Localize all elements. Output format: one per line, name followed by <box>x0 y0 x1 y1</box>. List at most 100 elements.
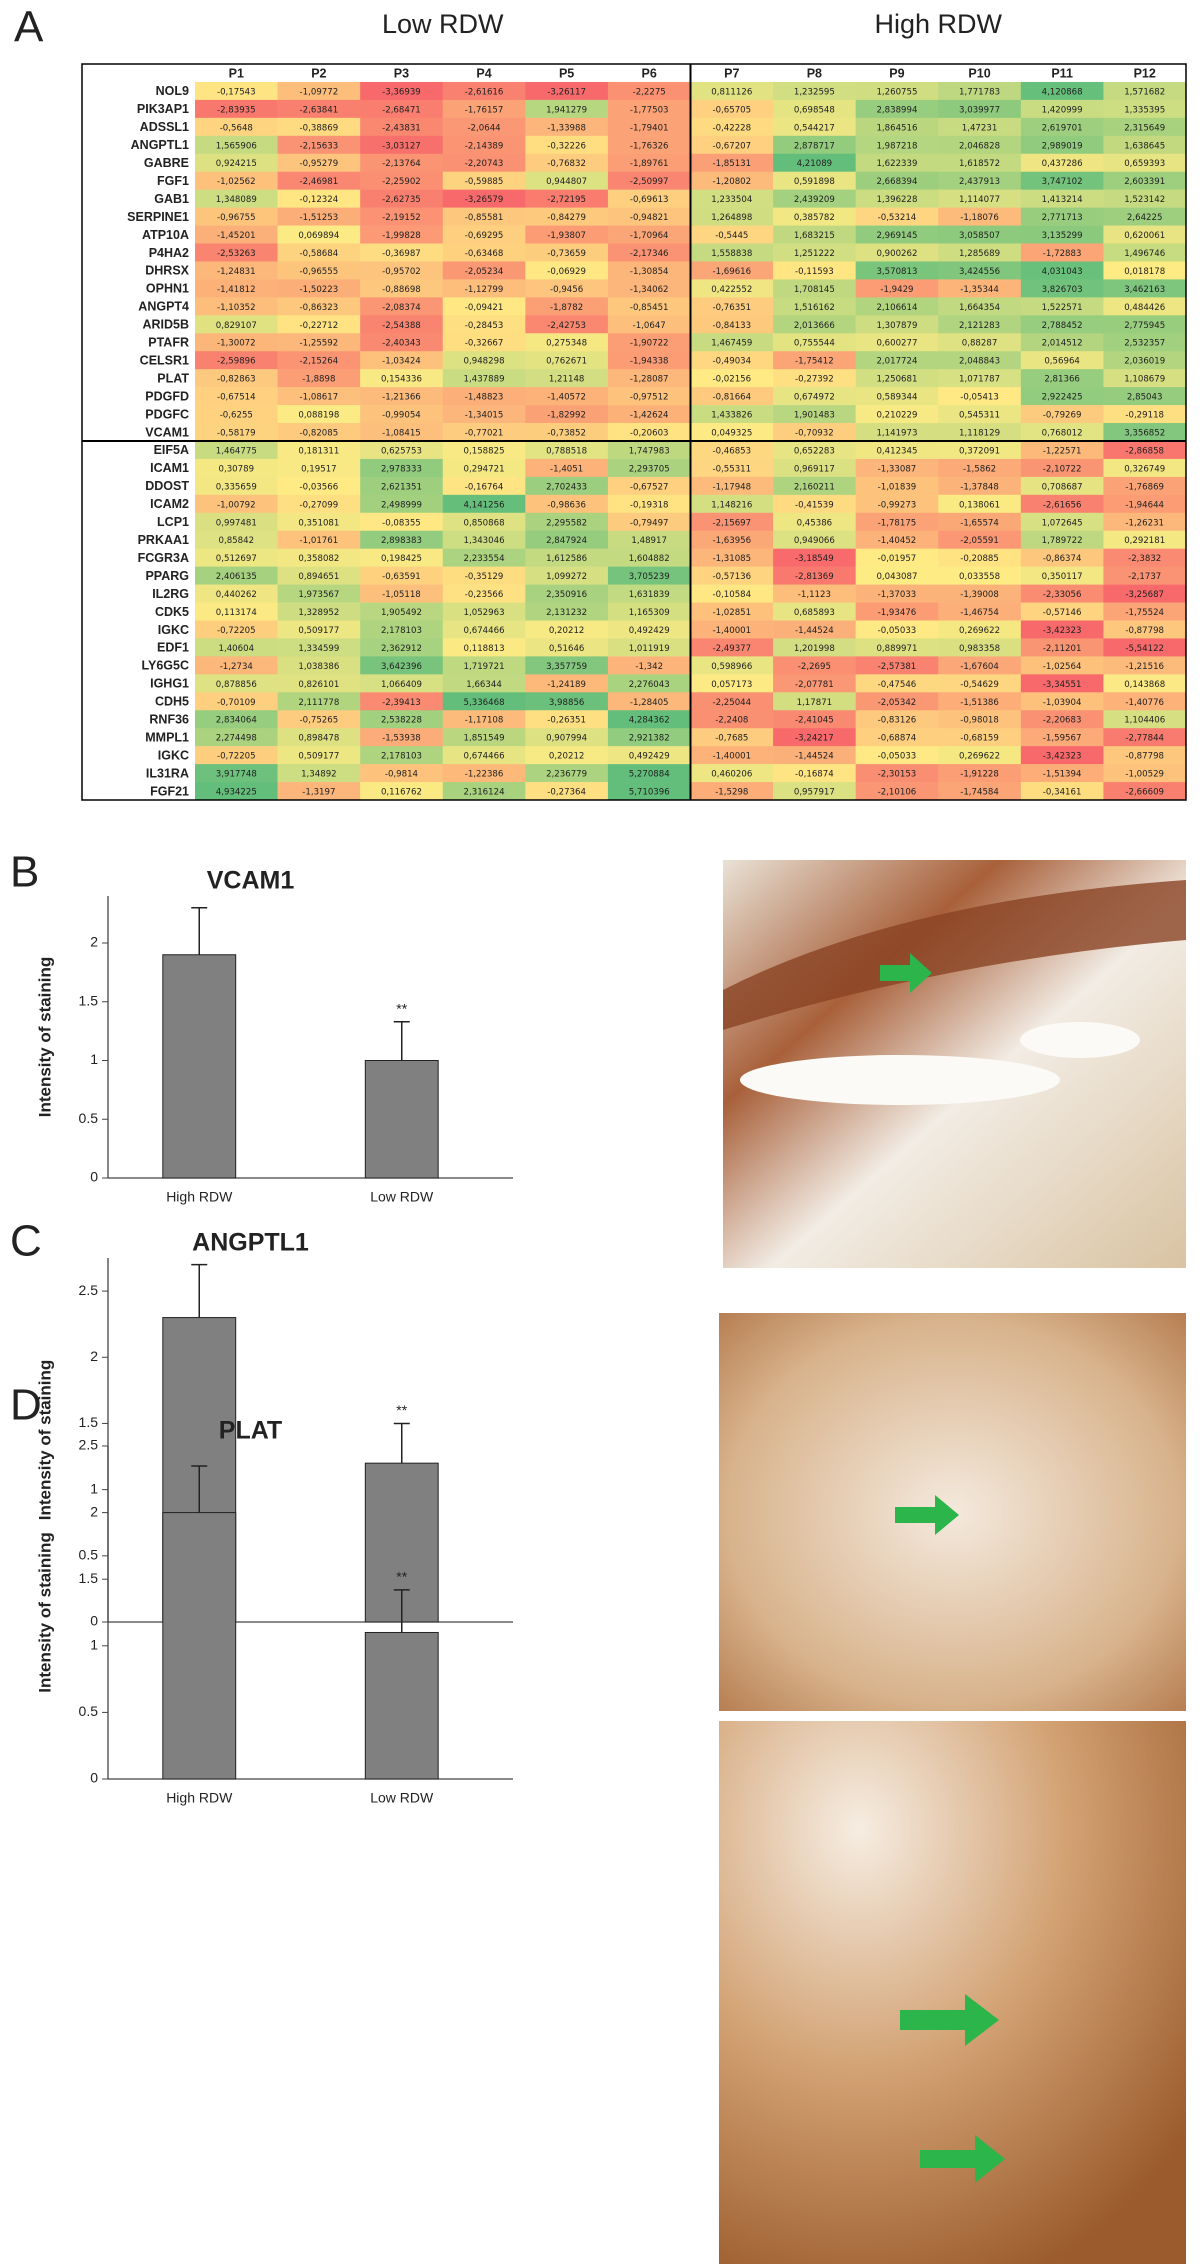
gene-cell-bg <box>82 710 195 729</box>
heat-cell <box>442 710 526 729</box>
heat-cell <box>277 710 361 729</box>
cell-value: -3,03127 <box>382 141 421 151</box>
heat-cell <box>855 548 939 567</box>
heat-cell <box>195 530 278 549</box>
heat-cell <box>1020 764 1104 783</box>
heat-cell <box>773 548 856 567</box>
cell-value: -0,79497 <box>630 518 669 528</box>
heat-cell <box>607 584 691 603</box>
heat-cell <box>442 746 526 765</box>
cell-value: -0,99054 <box>382 411 421 421</box>
heat-cell <box>690 207 774 226</box>
gene-label: PDGFD <box>145 389 189 403</box>
cell-value: -1,79401 <box>630 123 669 133</box>
y-tick-label: 0 <box>90 1770 98 1786</box>
cell-value: -1,48823 <box>465 393 504 403</box>
cell-value: -1,53938 <box>382 734 421 744</box>
cell-value: -1,22571 <box>1043 446 1082 456</box>
cell-value: -0,88698 <box>382 285 421 295</box>
heat-cell <box>360 171 444 190</box>
cell-value: 3,039977 <box>959 105 1000 115</box>
heat-cell <box>855 171 939 190</box>
heat-cell <box>525 315 609 334</box>
column-header: P7 <box>724 66 739 80</box>
cell-value: -2,53263 <box>217 249 256 259</box>
heat-cell <box>773 81 856 101</box>
cell-value: 1,558838 <box>711 249 752 259</box>
cell-value: -2,15264 <box>300 357 339 367</box>
heat-cell <box>938 638 1022 657</box>
heat-cell <box>277 279 361 298</box>
cell-value: -1,45201 <box>217 231 256 241</box>
heat-cell <box>525 333 609 352</box>
cell-value: 1,250681 <box>876 375 917 385</box>
cell-value: 2,538228 <box>381 716 422 726</box>
cell-value: 1,571682 <box>1124 87 1165 97</box>
cell-value: 0,620061 <box>1124 231 1165 241</box>
heat-cell <box>195 710 278 729</box>
cell-value: 0,685893 <box>794 608 835 618</box>
heat-cell <box>360 153 444 173</box>
heat-cell <box>360 692 444 711</box>
heat-cell <box>1103 512 1187 532</box>
heat-cell <box>1103 153 1187 173</box>
heat-cell <box>1020 405 1104 424</box>
cell-value: -2,77844 <box>1125 734 1164 744</box>
heat-cell <box>1103 440 1187 460</box>
cell-value: -0,41539 <box>795 500 834 510</box>
cell-value: 0,997481 <box>216 518 257 528</box>
cell-value: -0,68159 <box>960 734 999 744</box>
cell-value: 0,591898 <box>794 177 835 187</box>
cell-value: 1,148216 <box>711 500 752 510</box>
cell-value: 0,674466 <box>464 626 505 636</box>
heat-cell <box>938 476 1022 496</box>
cell-value: 0,350117 <box>1042 572 1083 582</box>
heat-cell <box>690 512 774 532</box>
heat-cell <box>690 333 774 352</box>
gene-cell-bg <box>82 746 195 765</box>
column-header: P6 <box>642 66 657 80</box>
heat-cell <box>277 512 361 532</box>
cell-value: -0,06929 <box>547 267 586 277</box>
y-axis-label: Intensity of staining <box>35 1532 54 1693</box>
heat-cell <box>360 351 444 370</box>
gene-cell-bg <box>82 423 195 441</box>
heat-cell <box>773 494 856 514</box>
heat-cell <box>277 458 361 478</box>
cell-value: 0,768012 <box>1042 429 1083 439</box>
heat-cell <box>855 584 939 603</box>
cell-value: 3,357759 <box>546 662 587 672</box>
heat-cell <box>277 728 361 747</box>
cell-value: -1,94644 <box>1125 500 1164 510</box>
heat-cell <box>195 225 278 244</box>
heat-cell <box>938 189 1022 208</box>
cell-value: 1,683215 <box>794 231 835 241</box>
heat-cell <box>938 512 1022 532</box>
cell-value: 0,113174 <box>216 608 257 618</box>
cell-value: 1,437889 <box>464 375 505 385</box>
cell-value: 2,014512 <box>1042 339 1083 349</box>
heat-cell <box>277 602 361 621</box>
micrograph <box>723 860 1186 1268</box>
heat-cell <box>195 423 278 442</box>
heat-cell <box>442 692 526 711</box>
heat-cell <box>442 207 526 226</box>
cell-value: 0,069894 <box>298 231 339 241</box>
heat-cell <box>195 548 278 567</box>
gene-label: LY6G5C <box>142 659 189 673</box>
cell-value: 0,033558 <box>959 572 1000 582</box>
cell-value: -1,74584 <box>960 788 999 798</box>
cell-value: -0,63468 <box>465 249 504 259</box>
cell-value: -0,09421 <box>465 303 504 313</box>
cell-value: 1,612586 <box>546 554 587 564</box>
cell-value: -1,76326 <box>630 141 669 151</box>
heat-cell <box>938 548 1022 567</box>
cell-value: -1,02564 <box>1043 662 1082 672</box>
gene-label: FGF1 <box>157 174 189 188</box>
cell-value: 0,944807 <box>546 177 587 187</box>
heat-cell <box>360 674 444 693</box>
cell-value: 3,642396 <box>381 662 422 672</box>
gene-cell-bg <box>82 405 195 424</box>
heat-cell <box>1103 81 1187 101</box>
gene-label: DHRSX <box>145 264 189 278</box>
